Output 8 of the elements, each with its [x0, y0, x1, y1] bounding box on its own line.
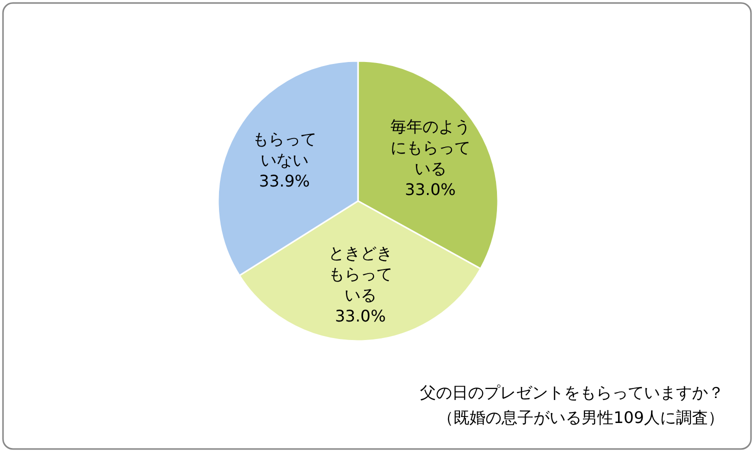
data-label: 33.0% [334, 306, 386, 326]
data-label: 33.0% [404, 180, 456, 199]
slice-label: もらっていない [252, 129, 316, 170]
text: 父の日のプレゼントをもらっていますか？ [420, 383, 724, 402]
data-label: 33.9% [259, 171, 310, 190]
slice-label: 毎年のようにもらっている [390, 116, 470, 178]
text: （既婚の息子がいる男性109人に調査） [437, 408, 724, 427]
slice-label: ときどきもらっている [328, 243, 392, 304]
